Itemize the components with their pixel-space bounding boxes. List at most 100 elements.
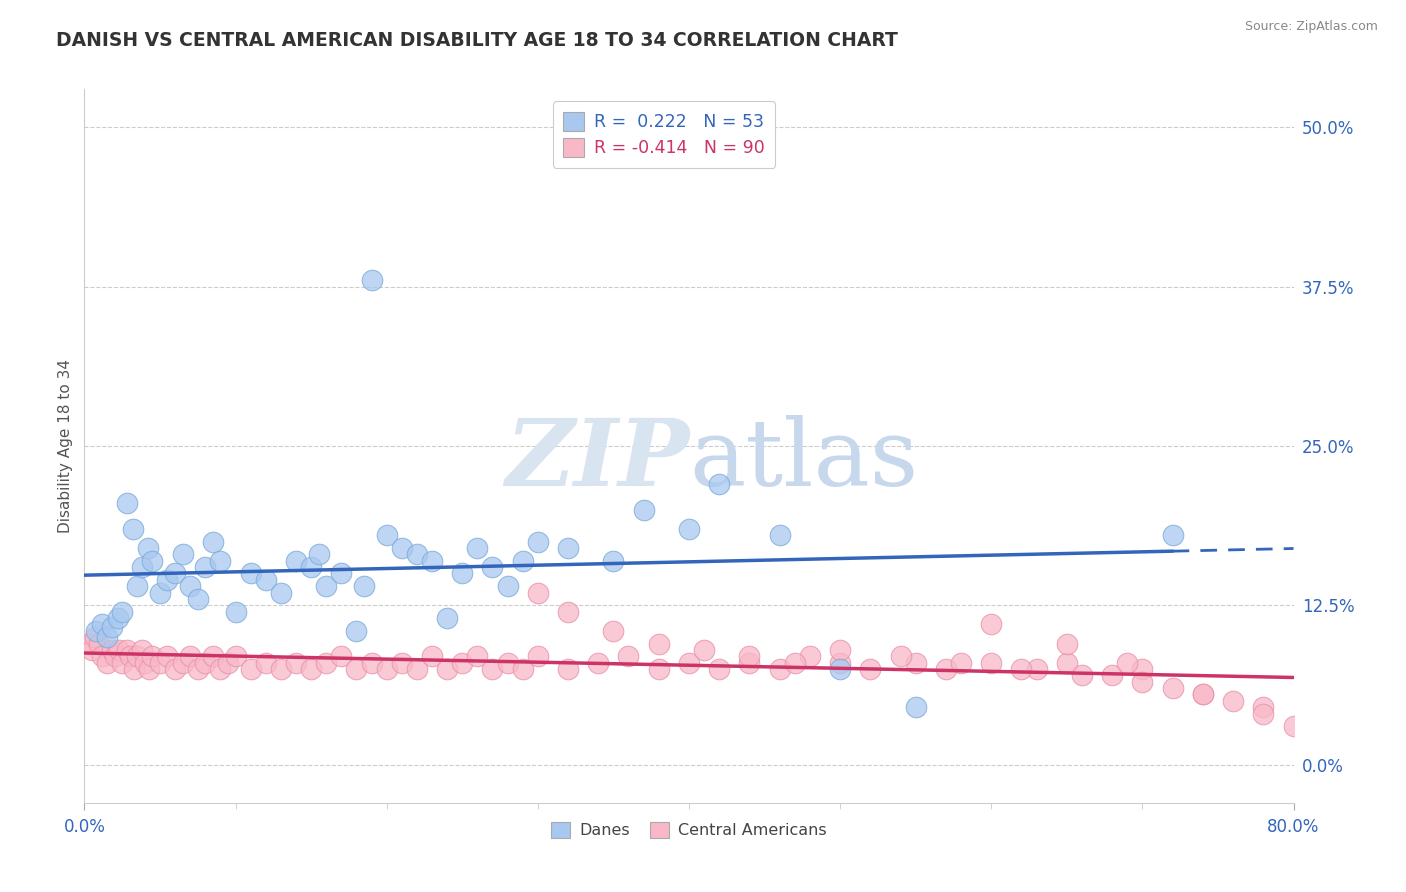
Point <box>436 611 458 625</box>
Point <box>141 649 163 664</box>
Point <box>187 662 209 676</box>
Point <box>194 656 217 670</box>
Point <box>134 656 156 670</box>
Point <box>1192 688 1215 702</box>
Point <box>648 636 671 650</box>
Text: ZIP: ZIP <box>505 416 689 505</box>
Point <box>209 554 232 568</box>
Point <box>375 662 398 676</box>
Point <box>467 649 489 664</box>
Point <box>602 554 624 568</box>
Point <box>131 560 153 574</box>
Point <box>406 662 429 676</box>
Point <box>391 656 413 670</box>
Point <box>375 528 398 542</box>
Point <box>904 700 927 714</box>
Point <box>527 649 550 664</box>
Point <box>115 496 138 510</box>
Point <box>353 579 375 593</box>
Point <box>346 624 368 638</box>
Point <box>950 656 973 670</box>
Point <box>138 662 160 676</box>
Point <box>115 643 138 657</box>
Point <box>149 585 172 599</box>
Point <box>149 656 172 670</box>
Text: Source: ZipAtlas.com: Source: ZipAtlas.com <box>1244 20 1378 33</box>
Point <box>904 656 927 670</box>
Point <box>315 579 337 593</box>
Point <box>100 643 122 657</box>
Point <box>111 605 134 619</box>
Point <box>1132 674 1154 689</box>
Point <box>270 662 292 676</box>
Point <box>91 649 114 664</box>
Point <box>602 624 624 638</box>
Point <box>77 636 100 650</box>
Point <box>406 547 429 561</box>
Point <box>709 662 731 676</box>
Point <box>935 662 957 676</box>
Point <box>96 630 118 644</box>
Point <box>1132 662 1154 676</box>
Point <box>859 662 882 676</box>
Text: DANISH VS CENTRAL AMERICAN DISABILITY AGE 18 TO 34 CORRELATION CHART: DANISH VS CENTRAL AMERICAN DISABILITY AG… <box>56 31 898 50</box>
Point <box>980 617 1002 632</box>
Point <box>481 662 503 676</box>
Point <box>285 656 308 670</box>
Point <box>738 649 761 664</box>
Point <box>118 649 141 664</box>
Point <box>527 534 550 549</box>
Point <box>225 605 247 619</box>
Point <box>1222 694 1244 708</box>
Point <box>254 656 277 670</box>
Point <box>1192 688 1215 702</box>
Point <box>127 649 149 664</box>
Point <box>360 656 382 670</box>
Point <box>330 566 353 581</box>
Point <box>80 643 103 657</box>
Point <box>1025 662 1047 676</box>
Point <box>165 662 187 676</box>
Point <box>678 656 700 670</box>
Text: atlas: atlas <box>689 416 918 505</box>
Point <box>648 662 671 676</box>
Point <box>104 649 127 664</box>
Point <box>557 662 579 676</box>
Point <box>122 662 145 676</box>
Point <box>270 585 292 599</box>
Point <box>830 643 852 657</box>
Point <box>391 541 413 555</box>
Point <box>557 605 579 619</box>
Point <box>172 547 194 561</box>
Point <box>738 656 761 670</box>
Point <box>1253 706 1275 721</box>
Y-axis label: Disability Age 18 to 34: Disability Age 18 to 34 <box>58 359 73 533</box>
Point <box>136 541 159 555</box>
Point <box>436 662 458 676</box>
Point <box>96 656 118 670</box>
Point <box>830 656 852 670</box>
Point <box>1056 636 1078 650</box>
Point <box>156 573 179 587</box>
Point <box>451 566 474 581</box>
Point <box>557 541 579 555</box>
Point <box>86 624 108 638</box>
Point <box>678 522 700 536</box>
Point <box>617 649 640 664</box>
Point <box>254 573 277 587</box>
Point <box>481 560 503 574</box>
Point <box>980 656 1002 670</box>
Point <box>1101 668 1123 682</box>
Point <box>111 656 134 670</box>
Point <box>285 554 308 568</box>
Point <box>209 662 232 676</box>
Point <box>360 273 382 287</box>
Point <box>588 656 610 670</box>
Point <box>217 656 239 670</box>
Point <box>89 636 111 650</box>
Point <box>156 649 179 664</box>
Point <box>799 649 821 664</box>
Point <box>225 649 247 664</box>
Point <box>121 522 143 536</box>
Point <box>709 477 731 491</box>
